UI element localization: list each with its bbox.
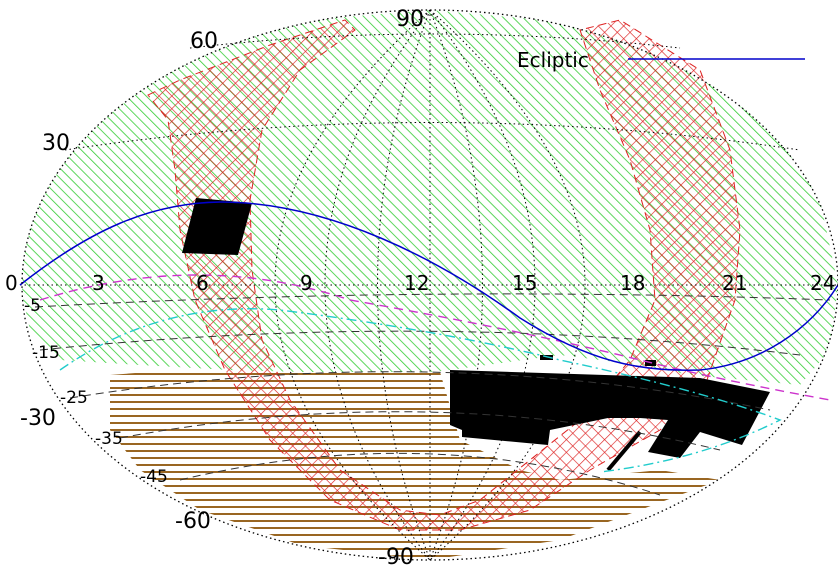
sky-boundary <box>21 9 838 561</box>
black-region-south <box>450 370 770 458</box>
ra-label-6: 6 <box>196 271 209 295</box>
ra-label-12: 12 <box>404 271 429 295</box>
ra-label-0: 0 <box>5 271 18 295</box>
dec-label-m25: -25 <box>60 388 88 408</box>
magenta-curve <box>39 274 831 401</box>
black-tail <box>606 430 642 472</box>
dec-label-30: 30 <box>42 131 70 156</box>
red-band <box>147 19 741 531</box>
ecliptic-line <box>19 201 838 371</box>
ra-labels: 0 3 6 9 12 15 18 21 24 <box>5 271 835 295</box>
dec-grid <box>20 33 838 286</box>
dec-label-m5: -5 <box>24 296 41 316</box>
dec-labels: 90 60 30 -30 -60 -90 <box>20 7 424 565</box>
cyan-curve <box>59 308 782 473</box>
ra-label-9: 9 <box>300 271 313 295</box>
ra-label-18: 18 <box>620 271 645 295</box>
south-dashed-grid <box>34 293 831 496</box>
dec-label-m45: -45 <box>140 467 168 487</box>
ra-grid <box>274 9 586 561</box>
dec-label-m30: -30 <box>20 406 56 431</box>
ra-label-3: 3 <box>92 271 105 295</box>
dec-label-m15: -15 <box>32 343 60 363</box>
black-region-north <box>182 198 252 255</box>
dec-label-m60: -60 <box>175 509 211 534</box>
dec-label-90: 90 <box>396 7 424 32</box>
ra-label-24: 24 <box>810 271 835 295</box>
dec-label-m35: -35 <box>95 429 123 449</box>
ra-label-21: 21 <box>722 271 747 295</box>
legend-label: Ecliptic <box>517 48 589 72</box>
dec-label-m90: -90 <box>378 545 414 565</box>
dec-minor-labels: -5 -15 -25 -35 -45 <box>24 296 168 487</box>
ra-label-15: 15 <box>512 271 537 295</box>
dec-label-60: 60 <box>190 29 218 54</box>
